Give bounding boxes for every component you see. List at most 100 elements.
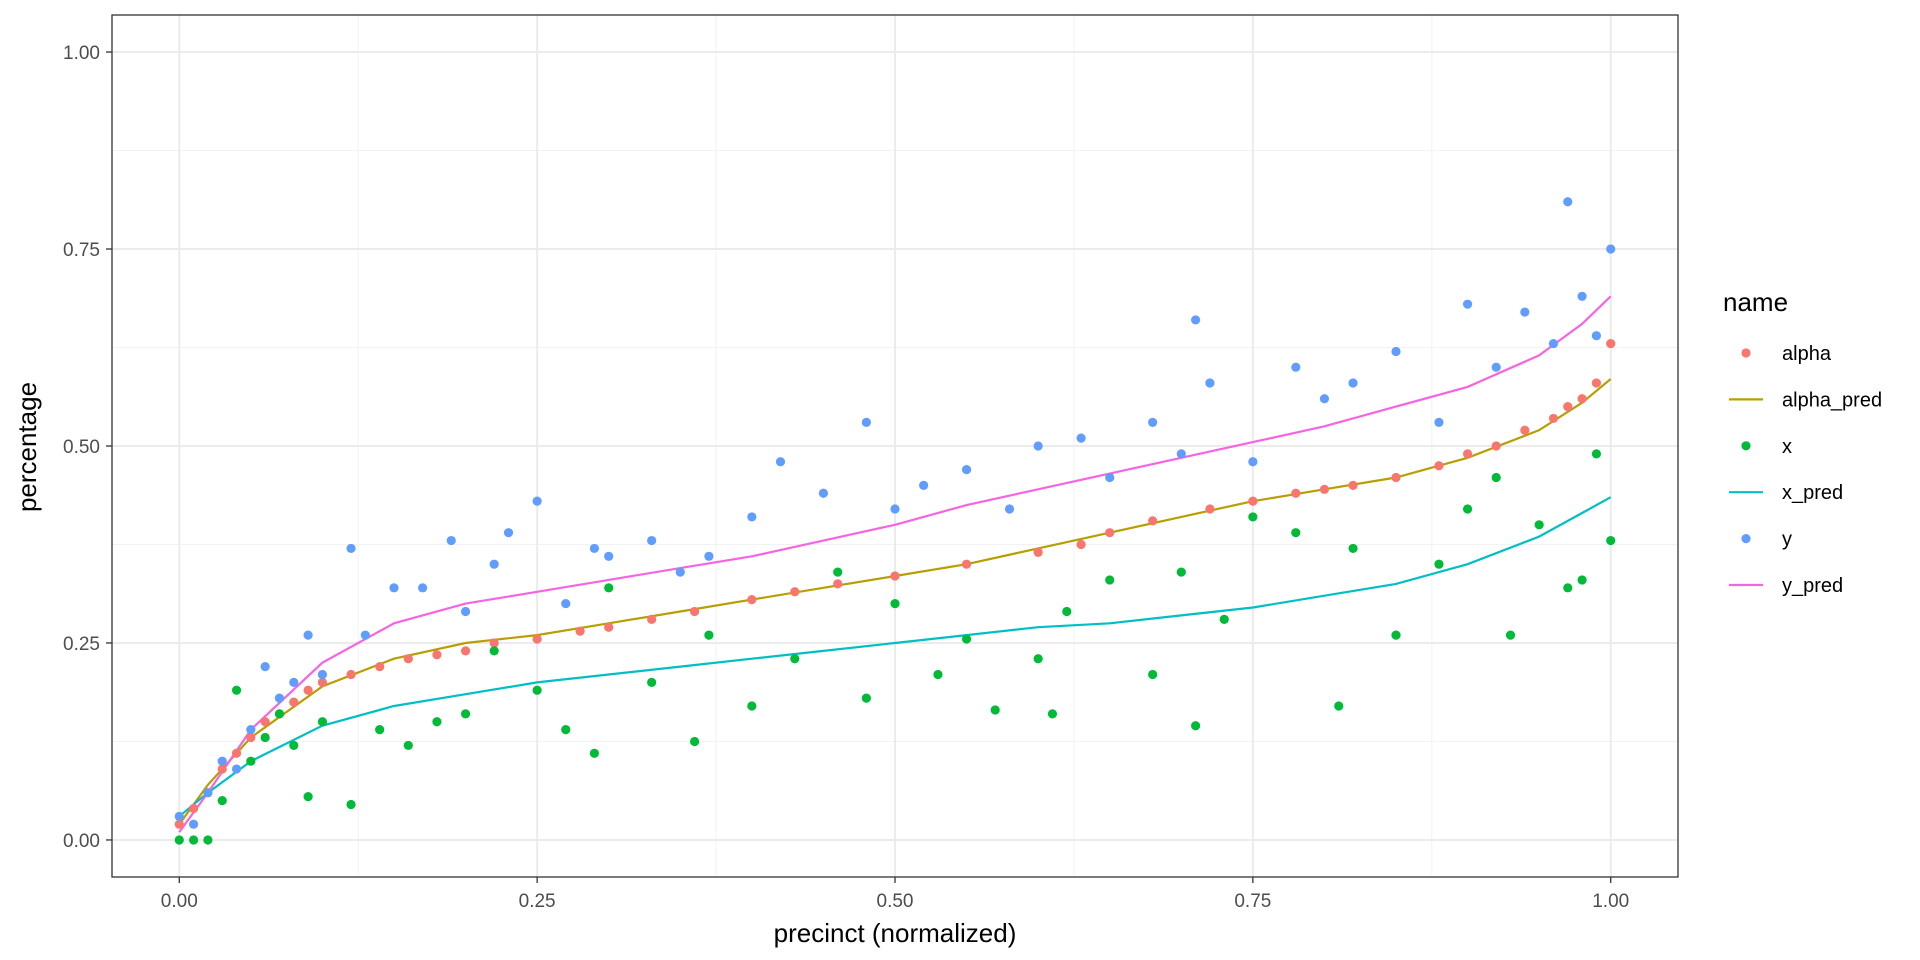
point-alpha [1434, 461, 1444, 471]
point-y [503, 528, 514, 538]
point-alpha [289, 697, 299, 707]
legend-label-alpha: alpha [1782, 343, 1832, 365]
point-alpha [1563, 402, 1573, 412]
point-x [1577, 575, 1587, 585]
point-x [346, 799, 356, 810]
point-x [375, 725, 385, 735]
point-alpha [1462, 449, 1473, 459]
legend-key-x [1741, 441, 1751, 451]
point-y [489, 559, 499, 569]
point-y [589, 543, 599, 554]
point-y [1191, 315, 1201, 325]
point-x [990, 705, 1000, 715]
point-alpha [1520, 425, 1530, 435]
point-y [174, 811, 184, 821]
point-y [1319, 394, 1330, 404]
point-alpha [1148, 516, 1158, 526]
point-alpha [1248, 496, 1258, 506]
point-y [861, 417, 871, 427]
point-x [747, 701, 757, 711]
point-x [303, 792, 313, 802]
point-x [1191, 721, 1201, 731]
y-axis: 0.00 0.25 0.50 0.75 1.00 [63, 43, 112, 852]
point-x [317, 717, 328, 727]
point-y [460, 606, 471, 617]
point-y [1076, 433, 1086, 443]
point-alpha [1205, 504, 1215, 514]
point-y [818, 488, 829, 498]
x-tick-label: 0.25 [519, 891, 556, 912]
x-tick-label: 0.50 [877, 891, 914, 912]
point-alpha [317, 677, 328, 687]
point-x [1148, 669, 1158, 680]
y-axis-title: percentage [12, 382, 42, 512]
point-x [1033, 654, 1043, 664]
point-y [231, 764, 242, 774]
point-y [1462, 299, 1473, 309]
point-x [647, 677, 657, 687]
point-alpha [1577, 394, 1587, 404]
legend-label-x_pred: x_pred [1782, 482, 1843, 504]
point-x [1105, 575, 1115, 585]
point-x [1219, 614, 1229, 624]
point-x [460, 709, 471, 719]
point-alpha [460, 646, 471, 656]
point-y [1148, 417, 1158, 427]
x-axis: 0.00 0.25 0.50 0.75 1.00 [161, 877, 1629, 912]
point-y [1491, 362, 1501, 372]
point-x [704, 630, 714, 640]
point-y [188, 819, 199, 829]
point-y [604, 551, 614, 561]
x-tick-label: 1.00 [1592, 891, 1629, 912]
legend-label-y_pred: y_pred [1782, 575, 1843, 597]
point-alpha [532, 634, 542, 644]
point-y [890, 504, 900, 514]
y-tick-label: 0.50 [63, 437, 100, 458]
point-y [246, 725, 256, 735]
y-tick-label: 0.25 [63, 634, 100, 655]
x-tick-label: 0.00 [161, 891, 198, 912]
point-y [1606, 244, 1616, 254]
point-alpha [1105, 528, 1115, 538]
point-x [1334, 701, 1344, 711]
point-x [1462, 504, 1473, 514]
point-alpha [833, 579, 843, 589]
point-alpha [303, 685, 313, 695]
point-x [274, 709, 285, 719]
point-x [833, 567, 843, 577]
point-x [1062, 606, 1072, 617]
point-alpha [790, 587, 800, 597]
legend-key-alpha [1741, 348, 1751, 358]
point-x [174, 835, 184, 845]
point-y [346, 543, 356, 554]
y-tick-label: 0.75 [63, 240, 100, 261]
point-alpha [689, 606, 700, 617]
point-alpha [1033, 547, 1043, 557]
point-x [432, 717, 442, 727]
grid [112, 15, 1678, 877]
point-y [1577, 291, 1587, 301]
point-alpha [1606, 338, 1616, 349]
point-x [1047, 709, 1058, 719]
point-y [1591, 331, 1602, 341]
point-alpha [575, 626, 585, 636]
point-y [1348, 378, 1358, 388]
point-y [1391, 346, 1401, 357]
legend-key-y [1741, 534, 1751, 544]
point-y [704, 551, 714, 561]
point-y [1548, 338, 1559, 349]
point-alpha [1548, 413, 1559, 424]
point-x [1505, 630, 1516, 640]
point-alpha [231, 748, 242, 758]
point-y [1105, 472, 1115, 483]
point-y [360, 630, 370, 640]
point-x [790, 654, 800, 664]
point-alpha [647, 614, 657, 624]
point-x [1606, 535, 1616, 546]
point-alpha [217, 764, 227, 774]
point-y [1033, 441, 1043, 451]
data-points [174, 197, 1616, 845]
point-x [260, 732, 270, 743]
point-x [561, 725, 571, 735]
